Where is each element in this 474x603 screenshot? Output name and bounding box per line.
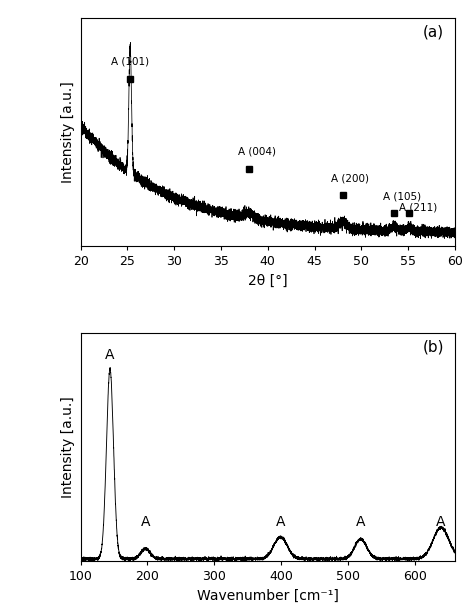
Text: A (101): A (101) [110, 57, 149, 67]
Text: A (105): A (105) [383, 191, 421, 201]
Text: A (200): A (200) [331, 173, 369, 183]
X-axis label: Wavenumber [cm⁻¹]: Wavenumber [cm⁻¹] [197, 589, 339, 602]
Text: (b): (b) [422, 339, 444, 355]
Y-axis label: Intensity [a.u.]: Intensity [a.u.] [61, 396, 75, 497]
Text: (a): (a) [423, 25, 444, 40]
Y-axis label: Intensity [a.u.]: Intensity [a.u.] [61, 81, 75, 183]
Text: A (004): A (004) [238, 147, 276, 157]
X-axis label: 2θ [°]: 2θ [°] [248, 274, 288, 288]
Text: A (211): A (211) [399, 203, 437, 212]
Text: A: A [436, 515, 446, 529]
Text: A: A [276, 515, 285, 529]
Text: A: A [105, 348, 115, 362]
Text: A: A [356, 515, 365, 529]
Text: A: A [141, 515, 150, 529]
